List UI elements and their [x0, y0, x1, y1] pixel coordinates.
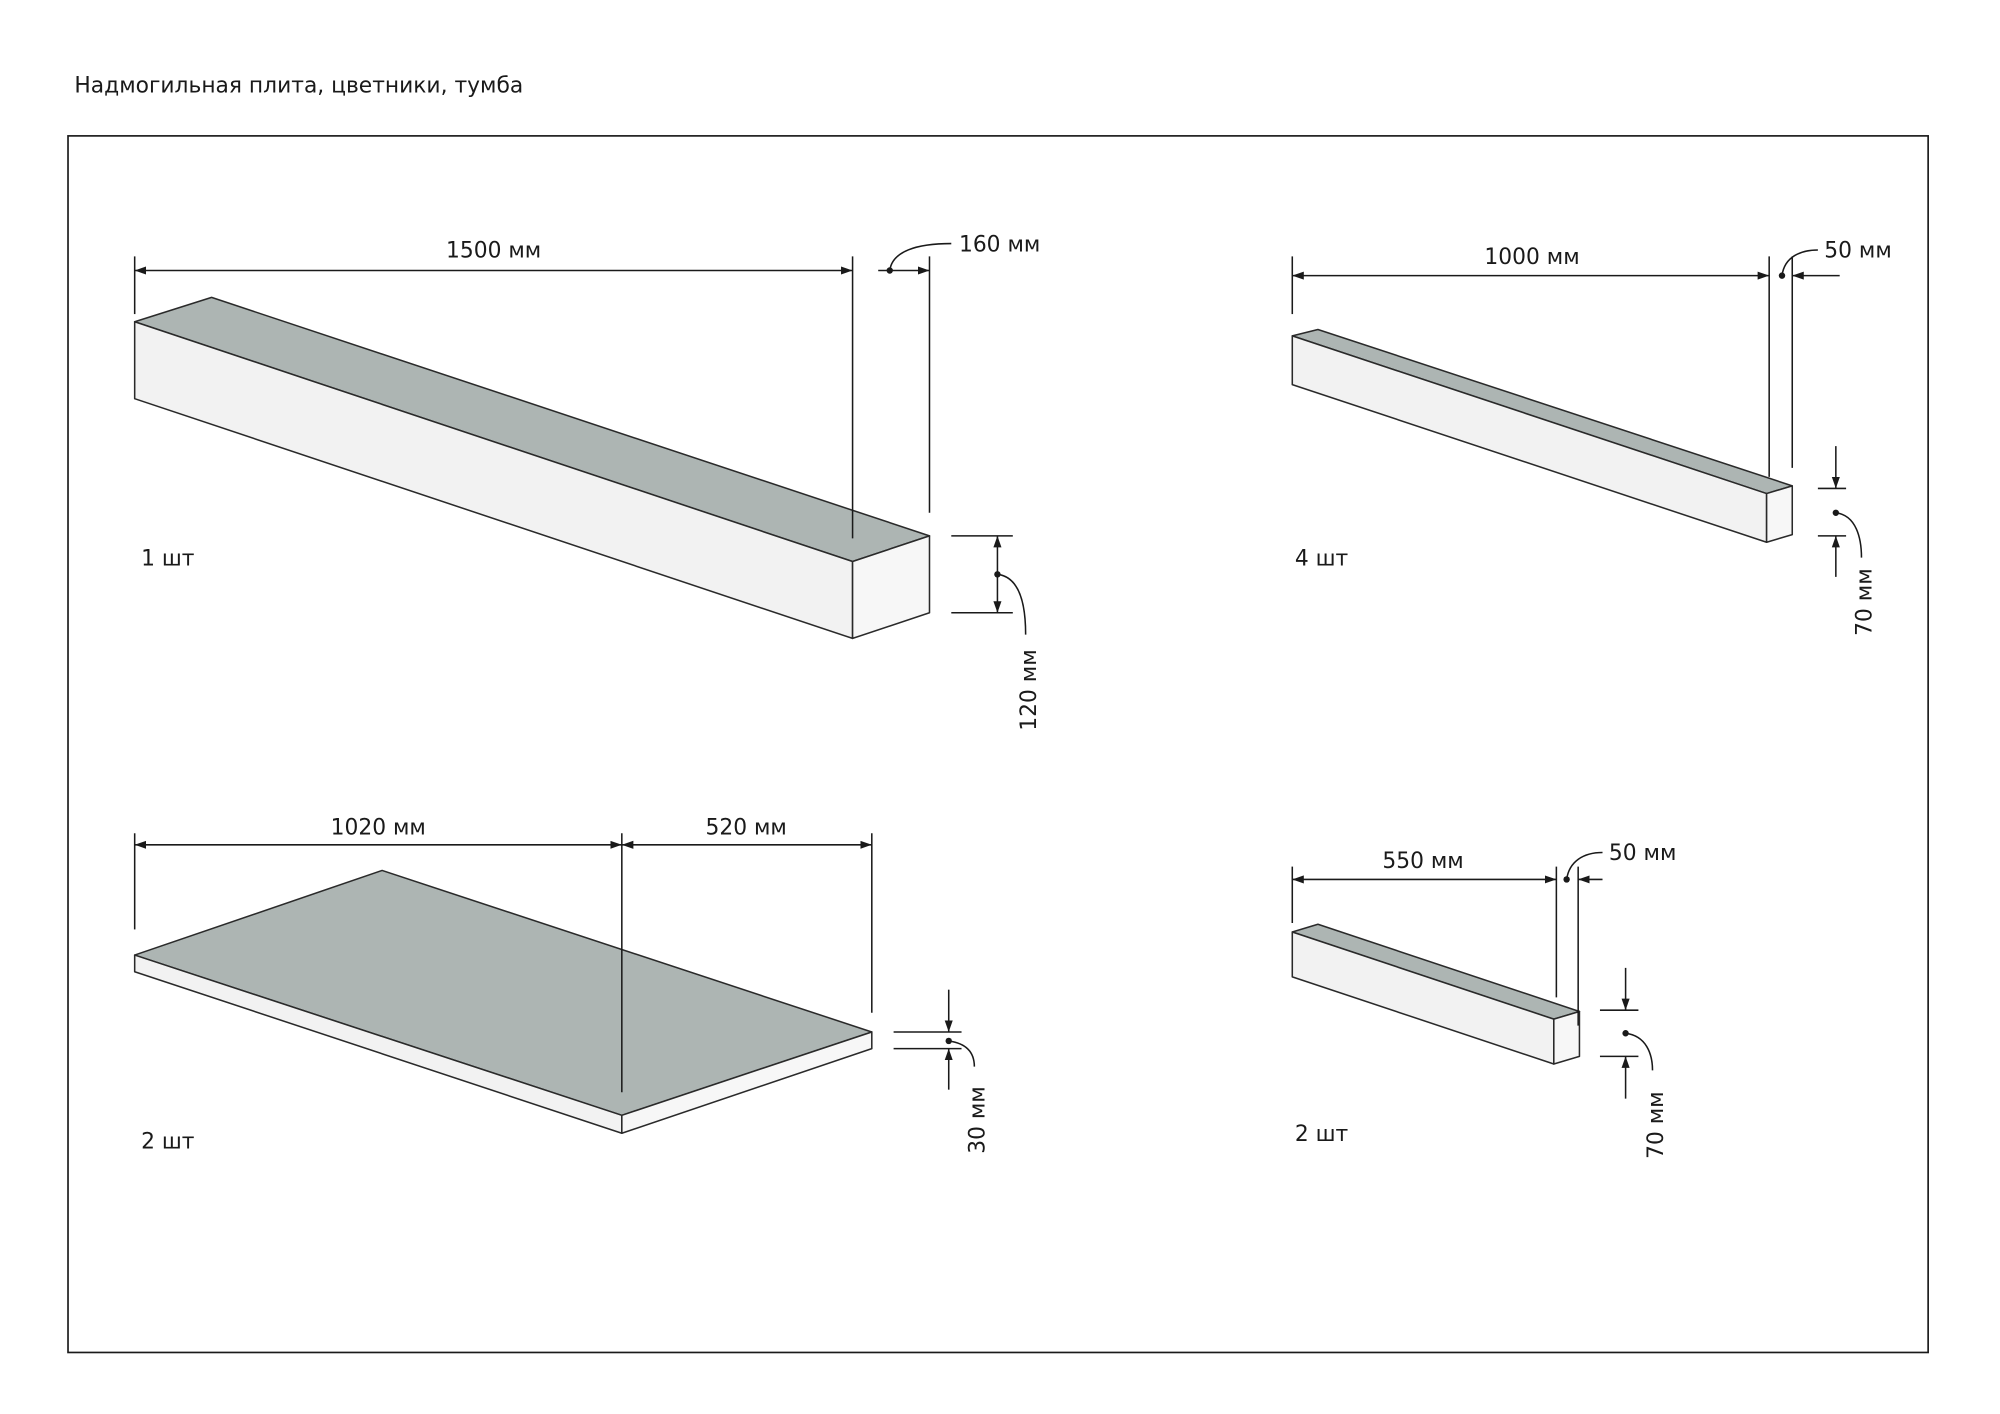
- dimension-label: 120 мм: [1017, 649, 1042, 730]
- dimension-label: 1500 мм: [446, 239, 541, 264]
- quantity: 2 шт: [141, 1130, 195, 1155]
- part-1: 1500 мм 160 мм 120 мм 1 шт: [133, 232, 1042, 731]
- part-4: 550 мм 50 мм 70 мм 2 шт: [1291, 841, 1677, 1159]
- face: [1553, 1010, 1581, 1065]
- quantity: 4 шт: [1295, 546, 1349, 571]
- dimension-label: 70 мм: [1853, 568, 1878, 636]
- dimension-label: 50 мм: [1824, 239, 1892, 264]
- frame: [67, 135, 1929, 1354]
- face: [1291, 328, 1794, 495]
- face: [621, 1031, 873, 1135]
- dimension-label: 520 мм: [705, 816, 786, 841]
- dimension-label: 1000 мм: [1484, 245, 1579, 270]
- face: [1291, 335, 1768, 544]
- part-2: 1000 мм 50 мм 70 мм 4 шт: [1291, 239, 1892, 636]
- dimension-label: 50 мм: [1609, 841, 1677, 866]
- quantity: 2 шт: [1295, 1122, 1349, 1147]
- face: [851, 535, 931, 640]
- dimension-label: 30 мм: [966, 1086, 991, 1154]
- dimension-label: 70 мм: [1644, 1091, 1669, 1159]
- dimension-label: 1020 мм: [331, 816, 426, 841]
- dimension-label: 160 мм: [959, 232, 1040, 257]
- dimension-label: 550 мм: [1382, 849, 1463, 874]
- face: [1765, 485, 1794, 544]
- title: Надмогильная плита, цветники, тумба: [74, 73, 523, 98]
- part-3: 1020 мм 520 мм 30 мм 2 шт: [133, 816, 991, 1155]
- quantity: 1 шт: [141, 546, 195, 571]
